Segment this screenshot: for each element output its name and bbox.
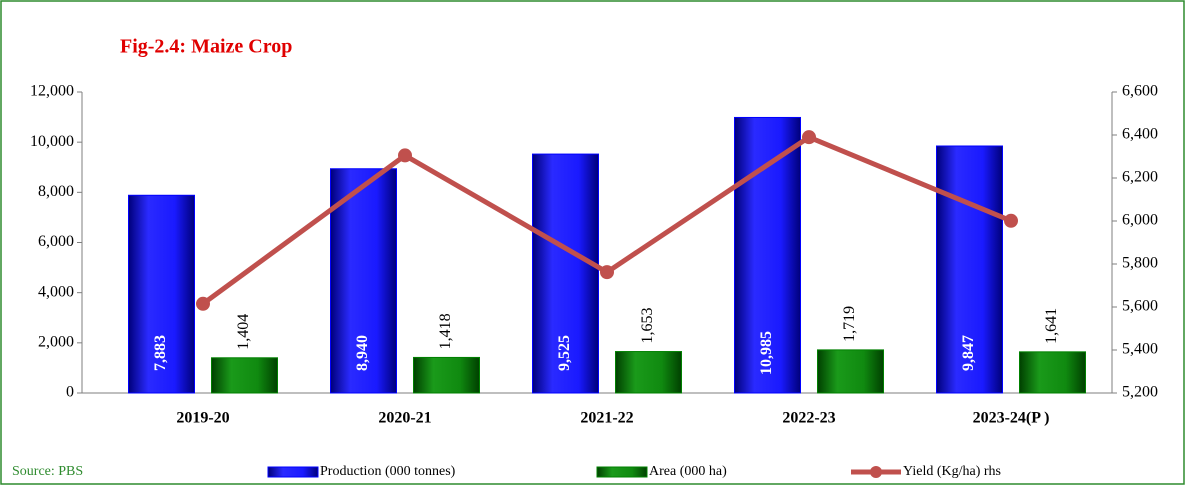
data-label: 1,418 <box>437 313 454 349</box>
bar <box>330 168 397 394</box>
bar <box>817 349 884 394</box>
line-marker <box>196 296 210 311</box>
chart-title: Fig-2.4: Maize Crop <box>120 36 292 58</box>
y-tick-label: 0 <box>66 384 74 401</box>
x-tick-label: 2021-22 <box>580 410 633 427</box>
x-tick-label: 2023-24(P ) <box>973 410 1050 427</box>
bar <box>936 145 1003 394</box>
y-tick-label: 6,000 <box>38 233 74 250</box>
x-tick-label: 2022-23 <box>782 410 835 427</box>
y2-tick-label: 6,000 <box>1122 212 1158 229</box>
y2-tick-label: 5,200 <box>1122 384 1158 401</box>
data-label: 1,404 <box>235 314 252 350</box>
line-marker <box>398 148 412 163</box>
line-marker <box>600 265 614 280</box>
y2-tick-label: 5,400 <box>1122 341 1158 358</box>
data-label: 7,883 <box>152 335 169 371</box>
line-marker <box>802 130 816 145</box>
legend-label: Area (000 ha) <box>649 464 727 479</box>
legend-swatch <box>596 466 648 478</box>
legend-marker <box>870 466 882 478</box>
legend-label: Production (000 tonnes) <box>320 464 456 479</box>
data-label: 1,641 <box>1043 308 1060 344</box>
y2-tick-label: 5,800 <box>1122 255 1158 272</box>
source: Source: PBS <box>12 464 83 479</box>
y2-tick-label: 5,600 <box>1122 298 1158 315</box>
bar <box>413 356 480 394</box>
data-label: 8,940 <box>354 335 371 371</box>
y2-tick-label: 6,200 <box>1122 169 1158 186</box>
x-tick-label: 2019-20 <box>176 410 229 427</box>
y-tick-label: 4,000 <box>38 283 74 300</box>
data-label: 1,719 <box>841 306 858 342</box>
legend-swatch <box>267 466 319 478</box>
line-marker <box>1004 213 1018 228</box>
y-tick-label: 2,000 <box>38 334 74 351</box>
y-tick-label: 8,000 <box>38 183 74 200</box>
data-label: 9,525 <box>556 335 573 371</box>
legend-label: Yield (Kg/ha) rhs <box>903 464 1001 479</box>
y2-tick-label: 6,400 <box>1122 126 1158 143</box>
y-tick-label: 10,000 <box>30 133 74 150</box>
y2-tick-label: 6,600 <box>1122 83 1158 100</box>
bar <box>615 351 682 394</box>
bar <box>1019 351 1086 394</box>
bar <box>532 153 599 394</box>
x-tick-label: 2020-21 <box>378 410 431 427</box>
data-label: 1,653 <box>639 308 656 344</box>
bar <box>211 357 278 394</box>
bar <box>128 194 195 394</box>
data-label: 9,847 <box>960 335 977 371</box>
data-label: 10,985 <box>758 331 775 375</box>
y-tick-label: 12,000 <box>30 83 74 100</box>
